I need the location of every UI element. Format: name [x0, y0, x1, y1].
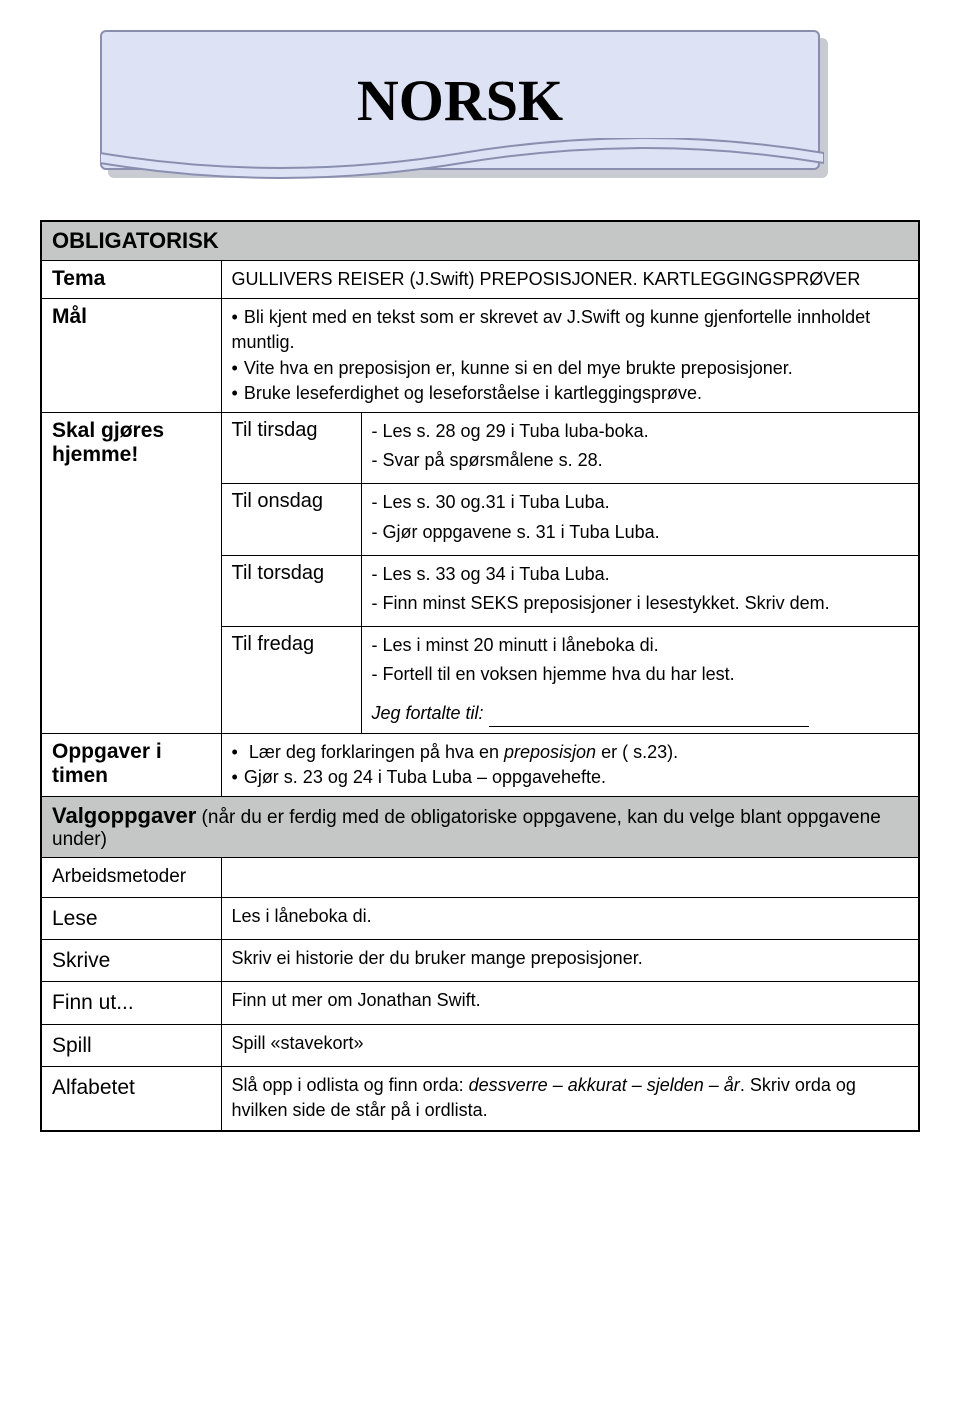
alfabetet-italic: dessverre – akkurat – sjelden – år — [469, 1075, 740, 1095]
signature-underline — [489, 726, 809, 727]
alfabetet-pre: Slå opp i odlista og finn orda: — [232, 1075, 469, 1095]
valgoppgaver-header: Valgoppgaver (når du er ferdig med de ob… — [41, 797, 919, 858]
day-line: - Fortell til en voksen hjemme hva du ha… — [372, 662, 909, 687]
skrive-label: Skrive — [41, 939, 221, 981]
oppgaver-item: Gjør s. 23 og 24 i Tuba Luba – oppgavehe… — [232, 765, 909, 790]
spill-label: Spill — [41, 1024, 221, 1066]
oppgaver-item: Lær deg forklaringen på hva en preposisj… — [232, 740, 909, 765]
skrive-content: Skriv ei historie der du bruker mange pr… — [221, 939, 919, 981]
day-label: Til fredag — [221, 627, 361, 734]
banner-wave-icon — [100, 138, 824, 188]
arbeid-content — [221, 858, 919, 898]
banner-title: NORSK — [357, 67, 563, 134]
day-line: - Les s. 33 og 34 i Tuba Luba. — [372, 562, 909, 587]
lese-label: Lese — [41, 897, 221, 939]
day-line: - Les s. 30 og.31 i Tuba Luba. — [372, 490, 909, 515]
day-line: - Finn minst SEKS preposisjoner i lesest… — [372, 591, 909, 616]
day-line: - Svar på spørsmålene s. 28. — [372, 448, 909, 473]
alfabetet-label: Alfabetet — [41, 1067, 221, 1131]
day-line: - Les s. 28 og 29 i Tuba luba-boka. — [372, 419, 909, 444]
oppgaver-post: er ( s.23). — [596, 742, 678, 762]
spill-content: Spill «stavekort» — [221, 1024, 919, 1066]
oppgaver-italic: preposisjon — [504, 742, 596, 762]
lese-content: Les i låneboka di. — [221, 897, 919, 939]
mal-item: Bli kjent med en tekst som er skrevet av… — [232, 305, 909, 355]
oppgaver-content: Lær deg forklaringen på hva en preposisj… — [221, 733, 919, 796]
day-content: - Les s. 33 og 34 i Tuba Luba. - Finn mi… — [361, 555, 919, 626]
mal-item: Bruke leseferdighet og leseforståelse i … — [232, 381, 909, 406]
day-label: Til tirsdag — [221, 412, 361, 483]
oppgaver-label: Oppgaver i timen — [41, 733, 221, 796]
finn-content: Finn ut mer om Jonathan Swift. — [221, 982, 919, 1024]
day-label: Til torsdag — [221, 555, 361, 626]
oppgaver-pre: Lær deg forklaringen på hva en — [249, 742, 504, 762]
arbeid-label: Arbeidsmetoder — [41, 858, 221, 898]
day-line: - Les i minst 20 minutt i låneboka di. — [372, 633, 909, 658]
sign-prefix: Jeg fortalte til: — [372, 703, 489, 723]
finn-label: Finn ut... — [41, 982, 221, 1024]
day-line: - Gjør oppgavene s. 31 i Tuba Luba. — [372, 520, 909, 545]
signature-line: Jeg fortalte til: — [372, 701, 909, 726]
day-content: - Les s. 28 og 29 i Tuba luba-boka. - Sv… — [361, 412, 919, 483]
mal-content: Bli kjent med en tekst som er skrevet av… — [221, 299, 919, 413]
day-content: - Les i minst 20 minutt i låneboka di. -… — [361, 627, 919, 734]
title-banner: NORSK — [100, 30, 860, 190]
mal-item: Vite hva en preposisjon er, kunne si en … — [232, 356, 909, 381]
valg-bold: Valgoppgaver — [52, 803, 196, 828]
tema-content: GULLIVERS REISER (J.Swift) PREPOSISJONER… — [221, 261, 919, 299]
obligatorisk-header: OBLIGATORISK — [41, 221, 919, 261]
mal-label: Mål — [41, 299, 221, 413]
banner-box: NORSK — [100, 30, 820, 170]
worksheet-table: OBLIGATORISK Tema GULLIVERS REISER (J.Sw… — [40, 220, 920, 1132]
day-label: Til onsdag — [221, 484, 361, 555]
alfabetet-content: Slå opp i odlista og finn orda: dessverr… — [221, 1067, 919, 1131]
day-content: - Les s. 30 og.31 i Tuba Luba. - Gjør op… — [361, 484, 919, 555]
tema-label: Tema — [41, 261, 221, 299]
skal-label: Skal gjøres hjemme! — [41, 412, 221, 733]
